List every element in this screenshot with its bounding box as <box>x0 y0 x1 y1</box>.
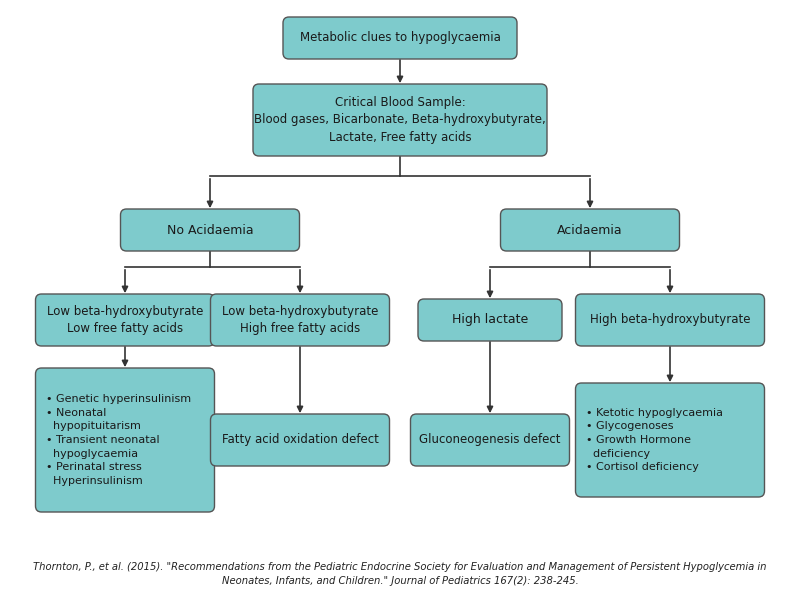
Text: • Ketotic hypoglycaemia
• Glycogenoses
• Growth Hormone
  deficiency
• Cortisol : • Ketotic hypoglycaemia • Glycogenoses •… <box>586 408 722 472</box>
Text: Fatty acid oxidation defect: Fatty acid oxidation defect <box>222 434 378 447</box>
FancyBboxPatch shape <box>410 414 570 466</box>
Text: High lactate: High lactate <box>452 313 528 327</box>
FancyBboxPatch shape <box>253 84 547 156</box>
FancyBboxPatch shape <box>575 294 765 346</box>
Text: Low beta-hydroxybutyrate
High free fatty acids: Low beta-hydroxybutyrate High free fatty… <box>222 305 378 335</box>
FancyBboxPatch shape <box>418 299 562 341</box>
Text: Critical Blood Sample:
Blood gases, Bicarbonate, Beta-hydroxybutyrate,
Lactate, : Critical Blood Sample: Blood gases, Bica… <box>254 96 546 144</box>
FancyBboxPatch shape <box>210 294 390 346</box>
Text: Acidaemia: Acidaemia <box>557 224 623 236</box>
FancyBboxPatch shape <box>575 383 765 497</box>
Text: No Acidaemia: No Acidaemia <box>166 224 254 236</box>
FancyBboxPatch shape <box>210 414 390 466</box>
FancyBboxPatch shape <box>121 209 299 251</box>
FancyBboxPatch shape <box>35 294 214 346</box>
Text: Gluconeogenesis defect: Gluconeogenesis defect <box>419 434 561 447</box>
FancyBboxPatch shape <box>283 17 517 59</box>
FancyBboxPatch shape <box>501 209 679 251</box>
Text: Thornton, P., et al. (2015). "Recommendations from the Pediatric Endocrine Socie: Thornton, P., et al. (2015). "Recommenda… <box>34 562 766 586</box>
Text: • Genetic hyperinsulinism
• Neonatal
  hypopituitarism
• Transient neonatal
  hy: • Genetic hyperinsulinism • Neonatal hyp… <box>46 394 190 486</box>
Text: High beta-hydroxybutyrate: High beta-hydroxybutyrate <box>590 313 750 327</box>
Text: Low beta-hydroxybutyrate
Low free fatty acids: Low beta-hydroxybutyrate Low free fatty … <box>47 305 203 335</box>
Text: Metabolic clues to hypoglycaemia: Metabolic clues to hypoglycaemia <box>299 32 501 44</box>
FancyBboxPatch shape <box>35 368 214 512</box>
